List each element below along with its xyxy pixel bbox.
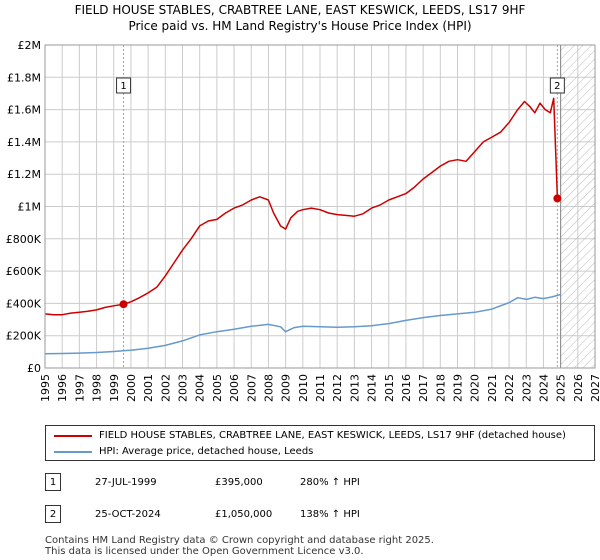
- sale-label-box: [116, 77, 132, 94]
- sale-label: 1: [120, 81, 126, 92]
- future-hatch-region: [560, 45, 595, 368]
- y-tick-label: £800K: [6, 233, 42, 246]
- y-tick-label: £0: [27, 362, 41, 375]
- x-tick-label: 2020: [469, 374, 482, 402]
- sale-point: [553, 194, 562, 203]
- y-tick-label: £1.6M: [7, 104, 41, 117]
- x-tick-label: 2014: [366, 374, 379, 402]
- x-tick-label: 2017: [417, 374, 430, 402]
- x-tick-label: 2023: [520, 374, 533, 402]
- sale-price: £1,050,000: [215, 509, 273, 520]
- chart-title-line2: Price paid vs. HM Land Registry's House …: [128, 19, 472, 33]
- sale-date: 27-JUL-1999: [95, 477, 157, 488]
- x-tick-label: 2012: [331, 374, 344, 402]
- legend-label-property: FIELD HOUSE STABLES, CRABTREE LANE, EAST…: [99, 430, 566, 441]
- x-tick-label: 2001: [142, 374, 155, 402]
- y-tick-label: £200K: [6, 330, 42, 343]
- y-tick-label: £2M: [18, 39, 42, 52]
- sale-point: [119, 300, 128, 309]
- x-tick-label: 2000: [125, 374, 138, 402]
- x-tick-label: 2019: [452, 374, 465, 402]
- y-tick-label: £400K: [6, 297, 42, 310]
- x-tick-label: 2011: [314, 374, 327, 402]
- chart-title-line1: FIELD HOUSE STABLES, CRABTREE LANE, EAST…: [74, 3, 526, 17]
- y-tick-label: £1.2M: [7, 168, 41, 181]
- plot-border: [44, 44, 596, 369]
- footer-copyright: Contains HM Land Registry data © Crown c…: [45, 535, 434, 546]
- hpi-line: [44, 293, 561, 355]
- x-tick-label: 2021: [486, 374, 499, 402]
- x-tick-label: 2026: [572, 374, 585, 402]
- x-tick-label: 2022: [503, 374, 516, 402]
- chart-legend: FIELD HOUSE STABLES, CRABTREE LANE, EAST…: [45, 425, 595, 461]
- x-tick-label: 2016: [400, 374, 413, 402]
- x-tick-label: 1998: [91, 374, 104, 402]
- footer-licence: This data is licensed under the Open Gov…: [45, 546, 364, 557]
- sale-label: 2: [554, 81, 560, 92]
- price-chart: 1 2 £0 £200K £400K £600K £800K £1M £1.2M £1.4M £1…: [6, 39, 600, 402]
- x-tick-label: 1997: [73, 374, 86, 402]
- y-tick-label: £1.4M: [7, 136, 41, 149]
- legend-swatch-hpi: [54, 451, 92, 453]
- legend-label-hpi: HPI: Average price, detached house, Leed…: [99, 446, 314, 457]
- sale-hpi-change: 138% ↑ HPI: [300, 509, 360, 520]
- sale-date: 25-OCT-2024: [95, 509, 161, 520]
- sale-price: £395,000: [215, 477, 263, 488]
- x-tick-label: 2024: [537, 374, 550, 402]
- sale-hpi-change: 280% ↑ HPI: [300, 477, 360, 488]
- x-tick-label: 2013: [348, 374, 361, 402]
- x-tick-label: 2025: [555, 374, 568, 402]
- x-tick-label: 2009: [280, 374, 293, 402]
- x-tick-label: 2018: [434, 374, 447, 402]
- property-price-line: [44, 97, 561, 316]
- sale-number-badge: 1: [45, 473, 61, 491]
- x-tick-label: 2002: [159, 374, 172, 402]
- y-tick-label: £1M: [18, 201, 42, 214]
- x-tick-label: 2027: [589, 374, 600, 402]
- y-tick-label: £600K: [6, 265, 42, 278]
- x-tick-label: 1999: [108, 374, 121, 402]
- x-tick-label: 2006: [228, 374, 241, 402]
- x-tick-label: 1995: [39, 374, 52, 402]
- x-tick-label: 2015: [383, 374, 396, 402]
- x-tick-label: 2003: [177, 374, 190, 402]
- x-tick-label: 2005: [211, 374, 224, 402]
- y-tick-label: £1.8M: [7, 71, 41, 84]
- x-tick-label: 2010: [297, 374, 310, 402]
- x-tick-label: 1996: [56, 374, 69, 402]
- x-tick-label: 2004: [194, 374, 207, 402]
- sale-label-box: [549, 77, 565, 94]
- x-tick-label: 2007: [245, 374, 258, 402]
- sale-number-badge: 2: [45, 505, 61, 523]
- x-tick-label: 2008: [262, 374, 275, 402]
- legend-swatch-property: [54, 435, 92, 437]
